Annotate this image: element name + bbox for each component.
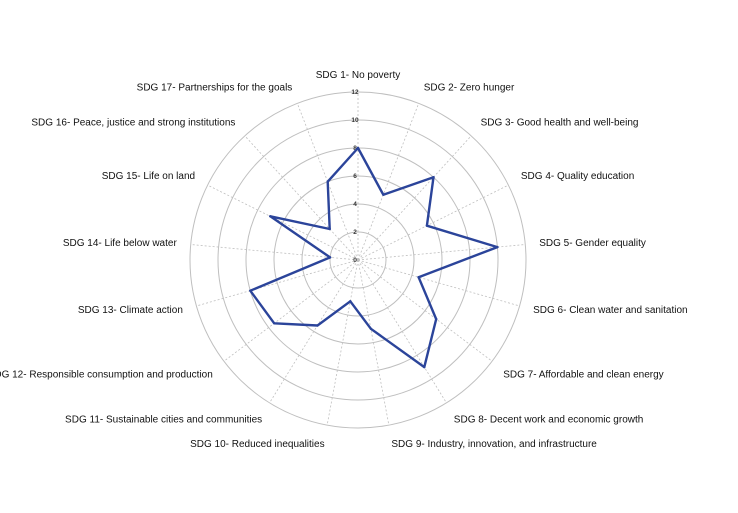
- category-label-4: SDG 4- Quality education: [521, 171, 634, 182]
- spoke-11: [269, 259, 359, 404]
- spoke-6: [357, 259, 520, 307]
- data-point-16: [328, 227, 331, 231]
- category-label-13: SDG 13- Climate action: [78, 305, 183, 316]
- category-label-5: SDG 5- Gender equality: [539, 238, 646, 249]
- data-point-14: [328, 256, 332, 259]
- data-point-6: [417, 276, 420, 279]
- radial-tick-labels: 0 2 4 6 8 10 12: [351, 89, 359, 264]
- spoke-10: [326, 259, 359, 426]
- category-label-12: SDG 12- Responsible consumption and prod…: [0, 370, 213, 381]
- data-point-2: [382, 193, 385, 196]
- tick-label-2: 2: [353, 229, 357, 236]
- tick-label-12: 12: [351, 89, 359, 96]
- spoke-12: [223, 259, 359, 362]
- category-label-8: SDG 8- Decent work and economic growth: [454, 415, 644, 426]
- radar-spokes: [190, 92, 526, 426]
- data-point-9: [369, 327, 373, 330]
- spoke-4: [357, 184, 509, 261]
- data-point-13: [249, 289, 252, 292]
- category-label-7: SDG 7- Affordable and clean energy: [503, 370, 663, 381]
- category-label-10: SDG 10- Reduced inequalities: [190, 439, 325, 450]
- tick-label-0: 0: [353, 257, 357, 264]
- data-point-10: [349, 300, 352, 303]
- data-point-4: [425, 224, 429, 227]
- spoke-9: [357, 259, 390, 426]
- category-label-11: SDG 11- Sustainable cities and communiti…: [65, 415, 262, 426]
- spoke-3: [357, 135, 472, 261]
- data-point-15: [269, 215, 272, 218]
- grid-ring-12: [189, 91, 527, 429]
- category-label-17: SDG 17- Partnerships for the goals: [137, 82, 293, 93]
- data-point-7: [435, 317, 438, 321]
- category-label-2: SDG 2- Zero hunger: [424, 82, 515, 93]
- category-label-6: SDG 6- Clean water and sanitation: [533, 305, 688, 316]
- data-point-17: [326, 180, 329, 183]
- data-point-5: [496, 245, 499, 249]
- spoke-7: [357, 259, 493, 362]
- category-label-16: SDG 16- Peace, justice and strong instit…: [31, 118, 235, 129]
- spoke-2: [357, 103, 420, 261]
- tick-label-10: 10: [351, 117, 359, 124]
- radar-series: [249, 146, 499, 369]
- category-label-14: SDG 14- Life below water: [63, 238, 178, 249]
- data-point-12: [273, 322, 276, 325]
- series-line: [249, 146, 499, 369]
- data-point-1: [356, 146, 360, 150]
- data-point-3: [432, 176, 435, 179]
- category-labels: SDG 1- No poverty SDG 2- Zero hunger SDG 3…: [0, 70, 688, 450]
- tick-label-8: 8: [353, 145, 357, 152]
- data-point-8: [423, 365, 426, 369]
- spoke-16: [244, 135, 359, 261]
- category-label-15: SDG 15- Life on land: [102, 171, 195, 182]
- spoke-13: [196, 259, 359, 307]
- data-point-11: [316, 324, 319, 327]
- spoke-15: [207, 184, 359, 261]
- category-label-1: SDG 1- No poverty: [316, 70, 400, 81]
- tick-label-6: 6: [353, 173, 357, 180]
- category-label-3: SDG 3- Good health and well-being: [481, 118, 639, 129]
- tick-label-4: 4: [353, 201, 357, 208]
- spoke-8: [357, 259, 447, 404]
- category-label-9: SDG 9- Industry, innovation, and infrast…: [391, 439, 597, 450]
